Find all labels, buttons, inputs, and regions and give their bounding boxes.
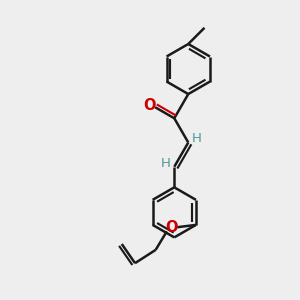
Text: O: O: [144, 98, 156, 113]
Text: H: H: [192, 133, 202, 146]
Text: O: O: [166, 220, 178, 235]
Text: H: H: [161, 157, 171, 170]
